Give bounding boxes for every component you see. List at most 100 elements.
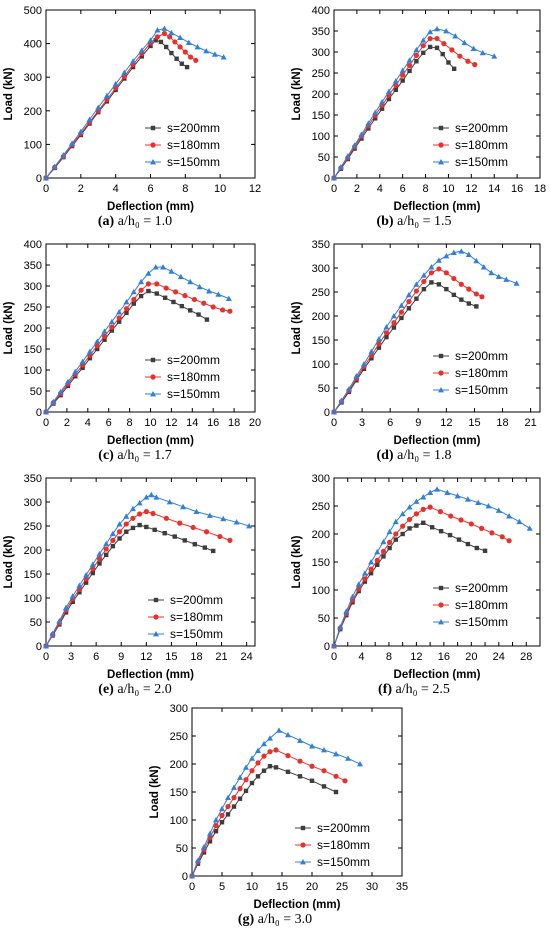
data-point-0: [482, 548, 488, 553]
legend: s=200mm s=180mm s=150mm: [145, 121, 220, 169]
data-point-2: [211, 51, 218, 57]
data-point-2: [206, 288, 213, 294]
data-point-2: [207, 830, 213, 836]
data-point-0: [391, 325, 397, 330]
data-point-0: [440, 51, 445, 57]
x-axis-title: Deflection (mm): [394, 669, 481, 681]
data-point-1: [113, 85, 119, 91]
data-point-1: [182, 49, 188, 55]
y-axis-title: Load (kN): [3, 67, 15, 120]
data-point-2: [345, 385, 352, 392]
data-point-0: [124, 529, 129, 534]
data-point-2: [130, 58, 137, 64]
y-axis-title: Load (kN): [291, 535, 303, 588]
data-point-1: [138, 287, 144, 293]
x-tick-label: 3: [359, 417, 365, 429]
data-point-1: [109, 324, 115, 330]
y-tick-label: 0: [36, 407, 42, 419]
data-point-2: [116, 309, 123, 315]
data-point-0: [243, 788, 249, 794]
data-point-1: [103, 546, 109, 552]
data-point-2: [452, 33, 459, 39]
data-point-2: [220, 515, 227, 522]
data-point-0: [202, 545, 208, 550]
data-point-0: [309, 778, 315, 783]
data-point-2: [56, 618, 63, 624]
x-tick-label: 8: [127, 417, 133, 429]
data-point-0: [459, 297, 464, 302]
data-point-0: [103, 552, 109, 557]
data-point-2: [420, 37, 427, 43]
legend-marker: [150, 142, 156, 148]
x-tick-label: 15: [468, 417, 480, 429]
caption-a: (a) a/h₀ = 1.0: [0, 214, 270, 230]
data-point-1: [443, 270, 449, 276]
legend-label: s=200mm: [167, 353, 220, 367]
data-point-2: [383, 324, 390, 330]
data-point-1: [182, 293, 188, 299]
x-tick-label: 4: [113, 183, 119, 195]
data-point-1: [143, 509, 149, 515]
y-tick-label: 150: [312, 110, 330, 122]
data-point-1: [213, 823, 219, 829]
data-point-2: [77, 128, 84, 135]
data-point-2: [177, 273, 184, 280]
legend-label: s=200mm: [167, 121, 220, 135]
data-point-2: [372, 109, 379, 115]
data-point-2: [185, 39, 192, 45]
y-tick-label: 500: [24, 5, 42, 17]
data-point-1: [451, 275, 457, 282]
caption-b: (b) a/h₀ = 1.5: [278, 214, 550, 230]
data-point-0: [362, 579, 368, 584]
data-point-2: [491, 53, 498, 59]
chart-svg-d: 0 3 6 9 12 15 18 21 0 50 100 150 200 250 300 350 Deflect…: [291, 239, 541, 447]
y-tick-label: 350: [312, 239, 330, 251]
data-point-2: [153, 494, 160, 500]
data-point-0: [207, 839, 213, 844]
chart-svg-g: 0 5 10 15 20 25 30 35 0 50 100 150 200 250 300 Deflecti…: [149, 703, 408, 911]
data-point-2: [193, 508, 200, 514]
caption-letter: (g): [237, 912, 255, 927]
data-point-2: [143, 494, 150, 500]
data-point-2: [461, 39, 468, 46]
data-point-2: [43, 409, 49, 415]
data-point-1: [406, 62, 413, 69]
plot-frame: [333, 477, 541, 647]
data-point-0: [321, 784, 327, 789]
data-point-2: [177, 34, 184, 40]
data-point-2: [233, 519, 240, 525]
data-point-0: [90, 570, 96, 576]
caption-text: a/h₀ = 1.7: [113, 448, 172, 463]
x-tick-label: 16: [511, 183, 523, 195]
data-point-2: [365, 120, 372, 126]
data-point-1: [177, 520, 183, 526]
x-tick-label: 2: [78, 183, 84, 195]
data-point-1: [267, 749, 273, 755]
data-point-2: [195, 857, 201, 863]
chart-panel-g: 0 5 10 15 20 25 30 35 0 50 100 150 200 250 300 Deflecti…: [140, 700, 410, 936]
data-point-2: [138, 47, 145, 53]
data-point-0: [83, 580, 89, 585]
data-point-0: [162, 531, 167, 536]
chart-svg-e: 0 3 6 9 12 15 18 21 24 0 50 100 150 200 250 300 350 Defle…: [3, 473, 256, 681]
data-point-1: [362, 576, 368, 582]
data-point-2: [103, 92, 110, 99]
data-point-0: [80, 365, 85, 371]
y-tick-label: 300: [170, 703, 188, 715]
legend-marker: [300, 859, 306, 865]
data-point-2: [89, 561, 96, 567]
data-point-1: [406, 516, 413, 523]
data-point-1: [154, 281, 160, 287]
data-point-1: [321, 768, 327, 774]
legend-label: s=200mm: [170, 593, 223, 607]
data-point-0: [153, 38, 158, 43]
data-point-2: [101, 328, 108, 334]
legend-marker: [150, 357, 156, 363]
data-point-2: [189, 873, 195, 879]
data-point-2: [94, 338, 101, 344]
data-point-2: [443, 28, 450, 34]
legend: s=200mm s=180mm s=150mm: [433, 581, 508, 629]
data-point-1: [297, 758, 303, 764]
legend-marker: [438, 387, 444, 393]
x-tick-label: 0: [43, 183, 49, 195]
